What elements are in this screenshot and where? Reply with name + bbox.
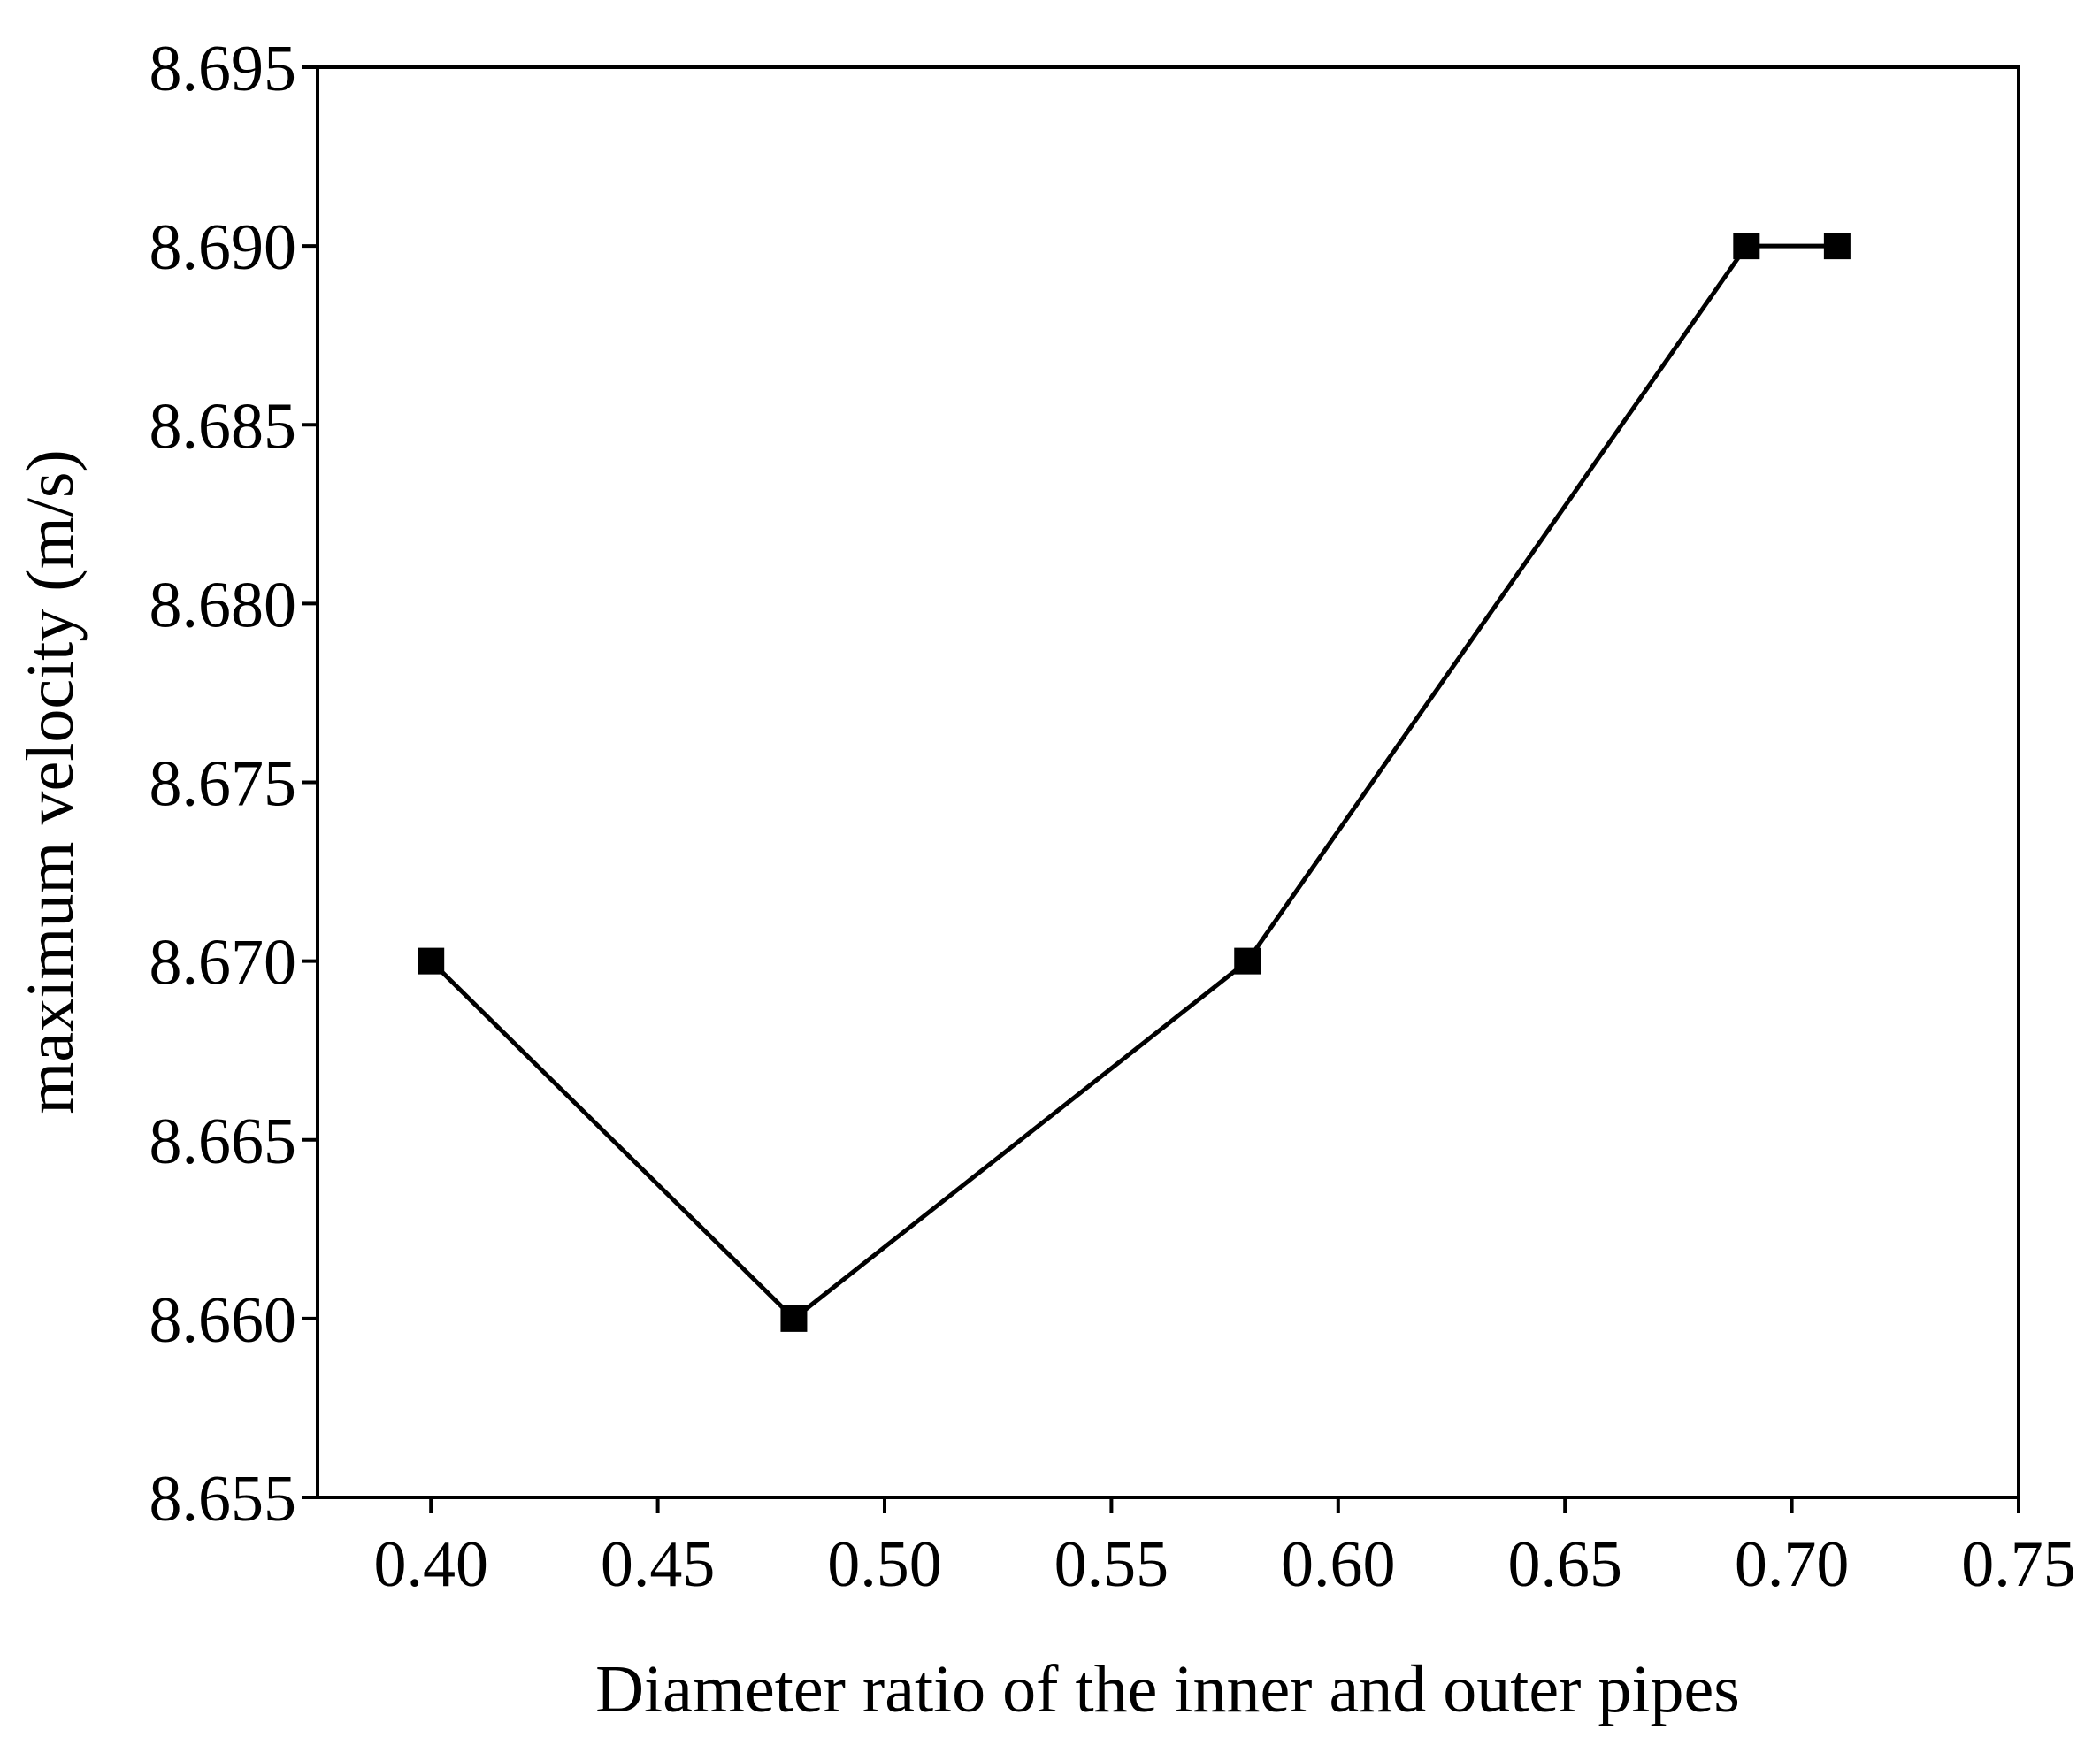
plot-frame <box>316 65 2020 1499</box>
y-tick-label: 8.695 <box>149 33 297 105</box>
x-tick-label: 0.45 <box>601 1528 716 1601</box>
y-tick-label: 8.665 <box>149 1106 297 1178</box>
y-tick-label: 8.685 <box>149 390 297 463</box>
data-marker <box>780 1305 808 1332</box>
x-tick-label: 0.75 <box>1961 1528 2076 1601</box>
data-marker <box>1823 233 1851 260</box>
y-tick-label: 8.660 <box>149 1284 297 1357</box>
data-marker <box>1733 233 1760 260</box>
y-tick-label: 8.690 <box>149 211 297 284</box>
y-tick-label: 8.655 <box>149 1463 297 1535</box>
x-tick-label: 0.50 <box>827 1528 942 1601</box>
data-marker <box>418 947 445 975</box>
x-axis-title: Diameter ratio of the inner and outer pi… <box>595 1652 1740 1726</box>
y-tick-label: 8.680 <box>149 569 297 641</box>
x-tick-label: 0.60 <box>1281 1528 1396 1601</box>
y-tick-label: 8.675 <box>149 748 297 821</box>
y-axis-title: maximum velocity (m/s) <box>13 449 88 1114</box>
x-tick-label: 0.40 <box>373 1528 488 1601</box>
data-line <box>429 243 1837 1322</box>
x-tick-label: 0.65 <box>1507 1528 1622 1601</box>
data-marker <box>1234 947 1261 975</box>
y-tick-label: 8.670 <box>149 927 297 999</box>
x-tick-label: 0.55 <box>1054 1528 1169 1601</box>
x-tick-label: 0.70 <box>1735 1528 1850 1601</box>
